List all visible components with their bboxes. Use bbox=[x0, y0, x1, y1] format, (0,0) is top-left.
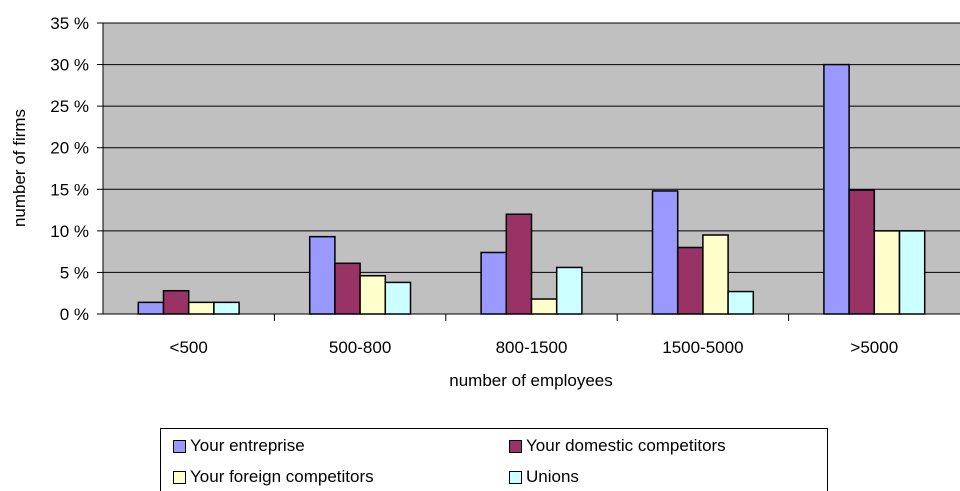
bar bbox=[137, 301, 165, 315]
legend-item-your-foreign-competitors: Your foreign competitors bbox=[173, 467, 374, 487]
bar bbox=[213, 301, 240, 315]
bar bbox=[359, 275, 387, 315]
bar bbox=[334, 262, 361, 315]
bar bbox=[702, 234, 729, 315]
bar bbox=[676, 246, 704, 315]
bar bbox=[727, 290, 755, 315]
legend-label: Your foreign competitors bbox=[190, 467, 374, 486]
y-tick-label: 35 % bbox=[50, 14, 89, 33]
bar bbox=[162, 289, 190, 315]
legend-item-unions: Unions bbox=[509, 467, 579, 487]
legend-swatch bbox=[509, 470, 522, 484]
bar bbox=[651, 190, 679, 315]
x-axis-label: number of employees bbox=[449, 371, 612, 390]
legend: Your entreprise Your domestic competitor… bbox=[160, 428, 828, 491]
x-tick-label: >5000 bbox=[850, 338, 898, 357]
y-tick-label: 0 % bbox=[60, 305, 89, 324]
legend-swatch bbox=[509, 439, 522, 453]
bar bbox=[308, 235, 336, 315]
axes bbox=[102, 23, 960, 321]
y-tick-label: 5 % bbox=[60, 263, 89, 282]
bar bbox=[384, 281, 412, 315]
legend-item-your-domestic-competitors: Your domestic competitors bbox=[509, 436, 726, 456]
legend-label: Your domestic competitors bbox=[526, 436, 726, 455]
x-tick-label: 1500-5000 bbox=[662, 338, 743, 357]
bar bbox=[480, 251, 508, 315]
bar bbox=[187, 301, 215, 315]
y-tick-label: 10 % bbox=[50, 222, 89, 241]
bars bbox=[137, 63, 926, 315]
legend-label: Your entreprise bbox=[190, 436, 305, 455]
legend-item-your-entreprise: Your entreprise bbox=[173, 436, 305, 456]
legend-swatch bbox=[173, 470, 186, 484]
bar bbox=[505, 213, 533, 315]
x-tick-label: <500 bbox=[170, 338, 208, 357]
x-tick-labels: <500 500-800 800-1500 1500-5000 >5000 bbox=[170, 338, 899, 357]
y-tick-label: 15 % bbox=[50, 180, 89, 199]
x-tick-label: 800-1500 bbox=[496, 338, 568, 357]
legend-swatch bbox=[173, 439, 186, 453]
y-tick-label: 30 % bbox=[50, 56, 89, 75]
y-tick-labels: 0 % 5 % 10 % 15 % 20 % 25 % 30 % 35 % bbox=[50, 14, 103, 324]
bar bbox=[823, 63, 850, 315]
x-tick-label: 500-800 bbox=[329, 338, 391, 357]
y-axis-label: number of firms bbox=[10, 109, 29, 227]
bar bbox=[873, 230, 901, 315]
bar bbox=[848, 189, 876, 315]
bar bbox=[898, 230, 926, 315]
y-tick-label: 25 % bbox=[50, 97, 89, 116]
bar bbox=[530, 298, 558, 315]
legend-label: Unions bbox=[526, 467, 579, 486]
bar bbox=[555, 266, 583, 315]
y-tick-label: 20 % bbox=[50, 139, 89, 158]
